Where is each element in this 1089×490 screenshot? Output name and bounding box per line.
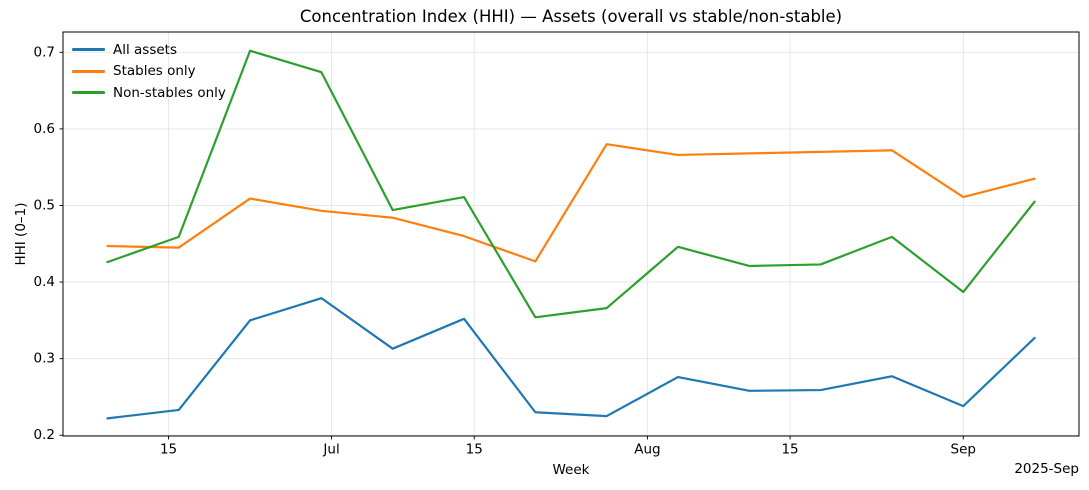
legend: All assets Stables only Non-stables only <box>72 39 226 104</box>
legend-item-all-assets: All assets <box>72 39 226 61</box>
y-axis-label: HHI (0–1) <box>13 202 29 266</box>
x-tick-label: Aug <box>634 442 660 458</box>
y-tick-label: 0.5 <box>34 197 55 213</box>
axes-frame <box>62 31 1080 437</box>
series-line-all-assets <box>106 297 1036 420</box>
legend-item-non-stables-only: Non-stables only <box>72 82 226 104</box>
x-tick-label: Sep <box>951 442 976 458</box>
x-tick-label: 15 <box>160 442 177 458</box>
legend-line-icon-non-stables-only <box>72 91 105 95</box>
x-axis-offset-label: 2025-Sep <box>1014 461 1079 477</box>
x-tick-label: 15 <box>781 442 798 458</box>
legend-label-all-assets: All assets <box>113 41 177 58</box>
legend-item-stables-only: Stables only <box>72 61 226 83</box>
legend-line-icon-all-assets <box>72 48 105 52</box>
legend-label-non-stables-only: Non-stables only <box>113 84 226 101</box>
x-tick-label: Jul <box>322 442 339 458</box>
series-line-non-stables-only <box>106 49 1036 319</box>
chart-title: Concentration Index (HHI) — Assets (over… <box>299 7 843 26</box>
legend-label-stables-only: Stables only <box>113 63 196 80</box>
y-tick-label: 0.3 <box>34 351 55 367</box>
x-axis-label: Week <box>552 462 590 478</box>
y-tick-label: 0.4 <box>34 274 55 290</box>
y-tick-label: 0.7 <box>34 44 55 60</box>
y-tick-label: 0.6 <box>34 121 55 137</box>
legend-line-icon-stables-only <box>72 69 105 73</box>
y-tick-label: 0.2 <box>34 427 55 443</box>
x-tick-label: 15 <box>466 442 483 458</box>
series-line-stables-only <box>106 143 1036 263</box>
